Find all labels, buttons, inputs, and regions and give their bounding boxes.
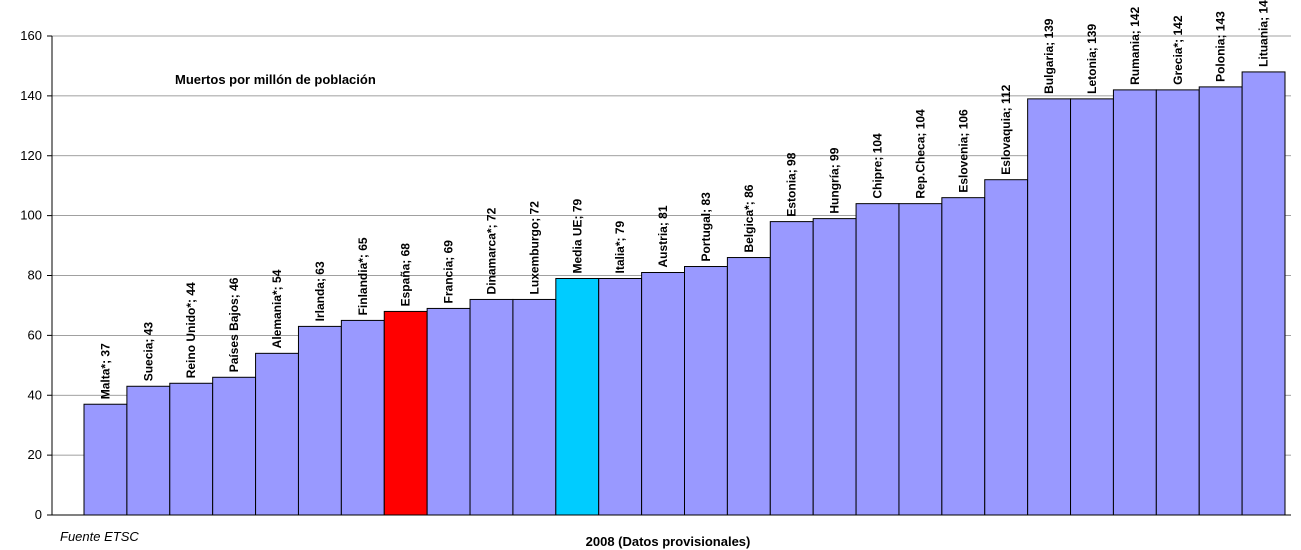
bar-países-bajos (212, 376, 257, 516)
y-tick-label: 120 (20, 148, 42, 163)
source-note: Fuente ETSC (60, 529, 139, 544)
bar-data-label: Portugal; 83 (699, 192, 713, 262)
y-tick-label: 100 (20, 208, 42, 223)
bar-españa (383, 310, 428, 516)
bar-data-labels: Malta*; 37 Suecia; 43 Reino Unido*; 44 País… (98, 0, 1270, 399)
bar-data-label: Austria; 81 (656, 205, 670, 267)
x-axis-label: 2008 (Datos provisionales) (586, 534, 751, 549)
bar-italia (598, 277, 643, 516)
bar-chipre (855, 203, 900, 516)
bar-data-label: Países Bajos; 46 (227, 277, 241, 372)
y-axis: 0 20 40 60 80 100 120 140 160 (20, 28, 53, 522)
bar-eslovaquia (984, 179, 1029, 516)
y-tick-label: 140 (20, 88, 42, 103)
bar-data-label: Lituania; 148 (1257, 0, 1271, 67)
bar-malta (83, 403, 128, 516)
bar-data-label: Suecia; 43 (141, 322, 155, 382)
bar-data-label: Eslovaquia; 112 (999, 84, 1013, 174)
bar-bulgaria (1027, 98, 1072, 516)
y-tick-label: 20 (28, 447, 42, 462)
bar-austria (641, 272, 685, 516)
bar-rumania (1112, 89, 1157, 516)
bar-belgica (726, 257, 771, 516)
bar-suecia (126, 385, 171, 516)
y-tick-label: 60 (28, 327, 42, 342)
bar-data-label: Rumania; 142 (1128, 7, 1142, 85)
bar-data-label: Media UE; 79 (570, 198, 584, 273)
bar-data-label: Belgica*; 86 (742, 184, 756, 252)
y-tick-label: 0 (35, 507, 42, 522)
bar-media-ue (555, 277, 600, 516)
bar-data-label: Francia; 69 (442, 240, 456, 304)
bar-irlanda (297, 325, 342, 516)
bar-data-label: Letonia; 139 (1085, 24, 1099, 94)
bar-francia (426, 307, 471, 516)
y-tick-label: 80 (28, 268, 42, 283)
bar-data-label: Estonia; 98 (785, 152, 799, 216)
bar-hungría (812, 218, 857, 516)
bar-data-label: Italia*; 79 (613, 220, 627, 273)
bar-letonia (1070, 98, 1114, 516)
bar-finlandia (340, 319, 385, 516)
y-tick-label: 40 (28, 387, 42, 402)
bar-lituania (1241, 71, 1286, 516)
bar-data-label: Rep.Checa; 104 (913, 109, 927, 199)
bar-alemania (255, 352, 299, 516)
bar-dinamarca (469, 298, 514, 516)
chart-title: Muertos por millón de población (175, 72, 376, 87)
bar-data-label: Eslovenia; 106 (956, 109, 970, 193)
bar-data-label: Polonia; 143 (1214, 11, 1228, 82)
bar-data-label: Chipre; 104 (871, 133, 885, 199)
bar-data-label: Dinamarca*; 72 (484, 207, 498, 294)
bar-rep-checa (898, 203, 943, 516)
bar-luxemburgo (512, 298, 557, 516)
bar-grecia (1155, 89, 1200, 516)
bar-data-label: Bulgaria; 139 (1042, 18, 1056, 94)
bar-data-label: Luxemburgo; 72 (527, 201, 541, 295)
bars (83, 71, 1286, 516)
bar-estonia (769, 221, 814, 516)
bar-data-label: Grecia*; 142 (1171, 15, 1185, 85)
bar-data-label: Reino Unido*; 44 (184, 282, 198, 378)
bar-reino-unido (169, 382, 214, 516)
bar-data-label: Finlandia*; 65 (356, 237, 370, 315)
bar-data-label: Malta*; 37 (98, 343, 112, 399)
bar-portugal (684, 266, 728, 516)
bar-data-label: Alemania*; 54 (270, 269, 284, 348)
bar-data-label: Irlanda; 63 (313, 261, 327, 321)
y-tick-label: 160 (20, 28, 42, 43)
bar-data-label: España; 68 (399, 243, 413, 307)
bar-data-label: Hungría; 99 (828, 147, 842, 213)
bar-eslovenia (941, 197, 986, 516)
bar-polonia (1198, 86, 1243, 516)
